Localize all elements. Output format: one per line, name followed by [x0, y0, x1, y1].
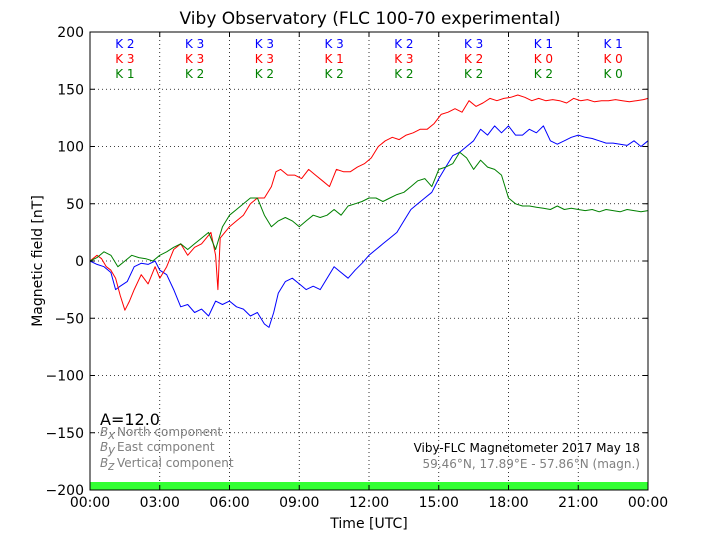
k-index-label: K 3 [255, 52, 274, 66]
legend-symbol: B [100, 456, 108, 470]
k-index-label: K 0 [603, 67, 622, 81]
k-index-label: K 2 [115, 37, 134, 51]
legend-entry: North component [117, 425, 223, 439]
k-index-label: K 1 [534, 37, 553, 51]
x-tick-label: 12:00 [349, 495, 389, 511]
legend-subscript: y [107, 443, 116, 457]
x-tick-label: 09:00 [279, 495, 319, 511]
grid-lines [90, 32, 648, 490]
k-index-label: K 0 [534, 52, 553, 66]
legend-subscript: x [107, 428, 116, 442]
y-tick-label: 150 [57, 82, 84, 98]
legend-subscript: z [107, 459, 115, 473]
k-index-label: K 1 [324, 52, 343, 66]
y-tick-label: 0 [75, 254, 84, 270]
k-index-label: K 3 [464, 37, 483, 51]
series-line-z [89, 151, 649, 268]
x-tick-label: 06:00 [209, 495, 249, 511]
y-tick-label: −50 [54, 311, 84, 327]
k-index-label: K 2 [394, 67, 413, 81]
k-index-label: K 1 [603, 37, 622, 51]
k-index-label: K 3 [185, 37, 204, 51]
legend-entry: Vertical component [117, 456, 234, 470]
k-index-label: K 2 [255, 67, 274, 81]
x-tick-label: 18:00 [488, 495, 528, 511]
x-tick-label: 21:00 [558, 495, 598, 511]
series-line-y [89, 94, 649, 311]
series-group [89, 94, 649, 328]
k-index-label: K 2 [324, 67, 343, 81]
x-tick-label: 00:00 [70, 495, 110, 511]
instrument-info: Viby-FLC Magnetometer 2017 May 18 [414, 441, 640, 455]
k-index-label: K 2 [534, 67, 553, 81]
k-index-label: K 3 [185, 52, 204, 66]
k-index-label: K 3 [324, 37, 343, 51]
x-tick-label: 15:00 [419, 495, 459, 511]
k-index-label: K 1 [115, 67, 134, 81]
k-index-label: K 3 [115, 52, 134, 66]
y-tick-label: 200 [57, 25, 84, 41]
k-index-label: K 2 [464, 52, 483, 66]
legend-symbol: B [100, 440, 108, 454]
location-info: 59.46°N, 17.89°E - 57.86°N (magn.) [423, 457, 640, 471]
y-tick-label: −200 [46, 483, 84, 499]
y-axis-label: Magnetic field [nT] [30, 195, 46, 327]
k-index-label: K 2 [464, 67, 483, 81]
k-index-label: K 0 [603, 52, 622, 66]
k-index-label: K 2 [185, 67, 204, 81]
y-tick-label: −150 [46, 426, 84, 442]
k-index-label: K 2 [394, 37, 413, 51]
x-tick-label: 00:00 [628, 495, 668, 511]
k-index-label: K 3 [255, 37, 274, 51]
y-tick-label: 100 [57, 140, 84, 156]
y-tick-label: −100 [46, 369, 84, 385]
legend-entry: East component [117, 440, 215, 454]
legend-symbol: B [100, 425, 108, 439]
axis-ticks: 00:00 03:00 06:00 09:00 12:00 15:00 18:00 21:00… [46, 25, 669, 511]
chart-title: Viby Observatory (FLC 100-70 experimenta… [180, 9, 561, 29]
a-index: A=12.0 [100, 410, 160, 429]
k-index-label: K 3 [394, 52, 413, 66]
x-tick-label: 03:00 [140, 495, 180, 511]
x-axis-label: Time [UTC] [329, 516, 407, 532]
series-line-x [89, 125, 649, 328]
y-tick-label: 50 [66, 197, 84, 213]
